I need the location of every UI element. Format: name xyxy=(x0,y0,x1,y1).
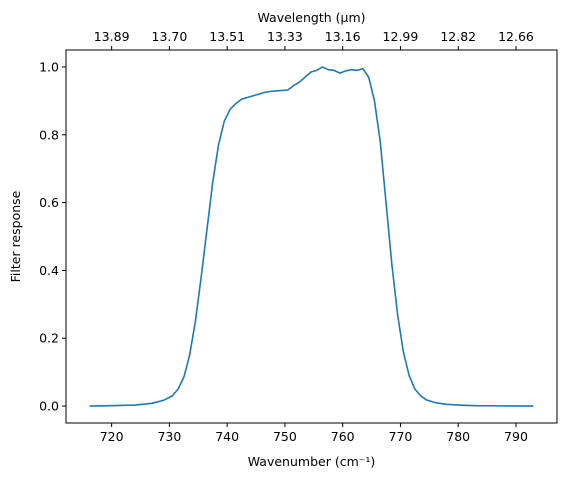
top-tick-label: 12.66 xyxy=(498,29,534,44)
top-tick-label: 13.33 xyxy=(267,29,303,44)
bottom-x-axis: 720 730 740 750 760 770 780 790 xyxy=(100,423,528,444)
y-axis-label: Filter response xyxy=(8,190,23,282)
top-tick-label: 13.70 xyxy=(152,29,188,44)
x-tick-label: 750 xyxy=(273,429,297,444)
top-tick-label: 13.89 xyxy=(94,29,130,44)
top-tick-label: 12.82 xyxy=(440,29,476,44)
top-tick-label: 13.51 xyxy=(209,29,245,44)
y-tick-label: 1.0 xyxy=(39,59,59,74)
x-tick-label: 730 xyxy=(157,429,181,444)
x-axis-label: Wavenumber (cm⁻¹) xyxy=(248,454,375,469)
x-tick-label: 760 xyxy=(331,429,355,444)
plot-area xyxy=(66,50,557,423)
y-tick-label: 0.4 xyxy=(39,263,59,278)
top-tick-label: 12.99 xyxy=(383,29,419,44)
y-tick-label: 0.0 xyxy=(39,399,59,414)
x-tick-label: 790 xyxy=(504,429,528,444)
x-tick-label: 720 xyxy=(100,429,124,444)
top-x-axis: 13.89 13.70 13.51 13.33 13.16 12.99 12.82 12.66 xyxy=(94,29,534,50)
axes-frame xyxy=(65,49,558,424)
y-tick-label: 0.6 xyxy=(39,195,59,210)
y-tick-label: 0.2 xyxy=(39,331,59,346)
top-axis-label: Wavelength (μm) xyxy=(257,10,365,25)
x-tick-label: 740 xyxy=(215,429,239,444)
series-line-0 xyxy=(89,66,534,407)
x-tick-label: 770 xyxy=(389,429,413,444)
series-layer xyxy=(89,66,534,407)
y-tick-label: 0.8 xyxy=(39,127,59,142)
y-axis: 0.0 0.2 0.4 0.6 0.8 1.0 xyxy=(39,59,66,414)
x-tick-label: 780 xyxy=(446,429,470,444)
top-tick-label: 13.16 xyxy=(325,29,361,44)
